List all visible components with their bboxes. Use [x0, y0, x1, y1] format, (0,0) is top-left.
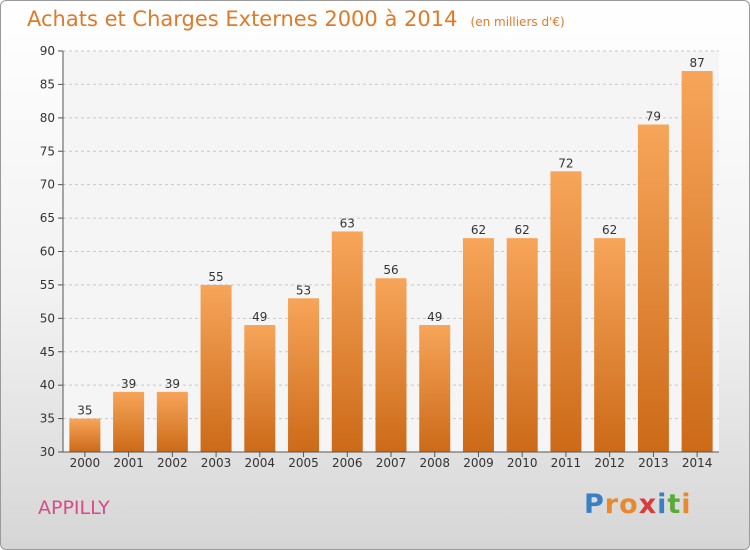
title-row: Achats et Charges Externes 2000 à 2014 (…	[27, 7, 565, 31]
y-tick-label: 60	[40, 245, 55, 259]
bar-2014	[681, 71, 713, 453]
x-tick-label: 2001	[113, 456, 144, 470]
data-label-2001: 39	[121, 377, 136, 391]
y-tick-label: 75	[40, 144, 55, 158]
data-label-2000: 35	[77, 404, 92, 418]
y-tick-label: 85	[40, 77, 55, 91]
x-tick-label: 2002	[157, 456, 188, 470]
bar-2009	[462, 238, 494, 452]
bar-2004	[244, 325, 276, 452]
bar-2005	[288, 298, 320, 452]
x-tick-label: 2007	[376, 456, 407, 470]
bar-2003	[200, 284, 232, 452]
logo-letter: r	[604, 489, 620, 520]
commune-name: APPILLY	[38, 497, 110, 519]
data-label-2011: 72	[558, 156, 573, 170]
data-label-2013: 79	[646, 110, 661, 124]
logo-letter: o	[619, 489, 639, 520]
bar-2006	[331, 231, 363, 452]
x-tick-label: 2004	[245, 456, 276, 470]
x-tick-label: 2006	[332, 456, 363, 470]
y-tick-label: 80	[40, 111, 55, 125]
data-label-2012: 62	[602, 223, 617, 237]
chart-subtitle: (en milliers d'€)	[470, 15, 565, 29]
x-tick-label: 2000	[70, 456, 101, 470]
y-tick-label: 70	[40, 178, 55, 192]
chart-title: Achats et Charges Externes 2000 à 2014	[27, 7, 458, 31]
data-label-2006: 63	[340, 216, 355, 230]
data-label-2002: 39	[165, 377, 180, 391]
x-tick-label: 2008	[419, 456, 450, 470]
logo-letter: x	[638, 489, 658, 520]
x-tick-label: 2005	[288, 456, 319, 470]
y-tick-label: 90	[40, 44, 55, 58]
logo-letter: P	[584, 489, 605, 520]
data-label-2010: 62	[515, 223, 530, 237]
data-label-2009: 62	[471, 223, 486, 237]
logo-letter: i	[681, 489, 692, 520]
y-tick-label: 30	[40, 445, 55, 459]
y-tick-label: 45	[40, 345, 55, 359]
bar-2000	[69, 418, 101, 452]
x-tick-label: 2009	[463, 456, 494, 470]
data-label-2008: 49	[427, 310, 442, 324]
x-tick-label: 2012	[594, 456, 625, 470]
y-tick-label: 55	[40, 278, 55, 292]
x-tick-label: 2014	[682, 456, 713, 470]
x-tick-label: 2003	[201, 456, 232, 470]
bar-2013	[637, 124, 669, 453]
y-tick-label: 40	[40, 378, 55, 392]
bar-2001	[113, 391, 145, 452]
bar-2008	[419, 325, 451, 452]
x-tick-label: 2011	[551, 456, 582, 470]
data-label-2003: 55	[208, 270, 223, 284]
proxiti-logo: Proxiti	[584, 489, 692, 520]
y-tick-label: 50	[40, 311, 55, 325]
bar-2012	[594, 238, 626, 452]
data-label-2004: 49	[252, 310, 267, 324]
logo-letter: i	[657, 489, 668, 520]
bar-2010	[506, 238, 538, 452]
data-label-2007: 56	[383, 263, 398, 277]
y-tick-label: 65	[40, 211, 55, 225]
x-tick-label: 2010	[507, 456, 538, 470]
bar-2011	[550, 171, 582, 453]
x-tick-label: 2013	[638, 456, 669, 470]
data-label-2005: 53	[296, 283, 311, 297]
y-tick-label: 35	[40, 412, 55, 426]
bar-2007	[375, 278, 407, 452]
data-label-2014: 87	[689, 56, 704, 70]
logo-letter: t	[667, 489, 682, 520]
bar-2002	[156, 391, 188, 452]
